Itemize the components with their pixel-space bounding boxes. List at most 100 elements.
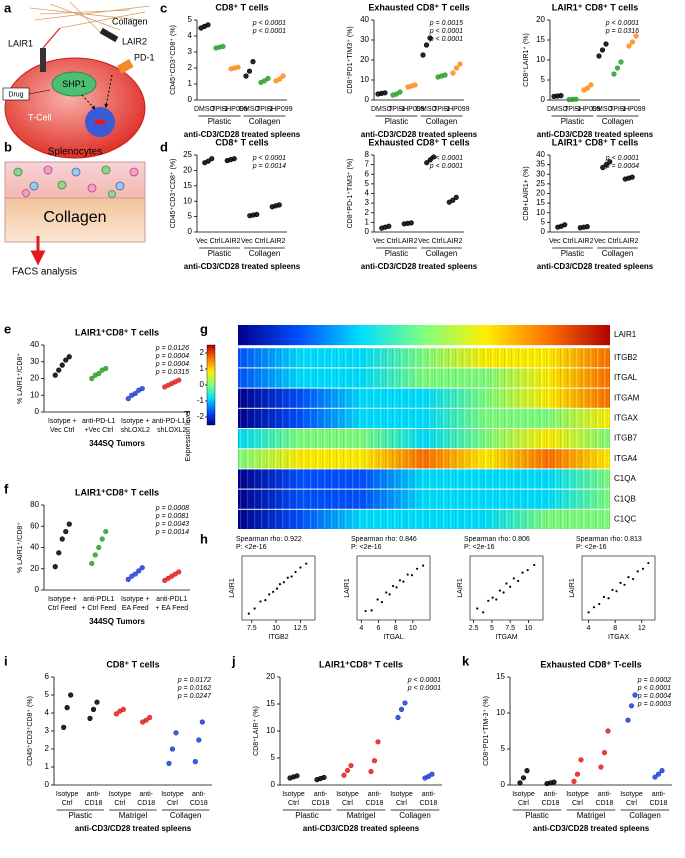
x-tick-label: LAIR2: [221, 238, 241, 245]
x-axis-label: anti-CD3/CD28 treated spleens: [537, 262, 654, 271]
data-point: [395, 714, 401, 721]
data-point: [368, 768, 374, 775]
data-point: [592, 606, 596, 609]
x-tick-label: Isotype: [282, 791, 305, 798]
x-tick-label: anti-: [368, 791, 382, 798]
chart: LAIR1⁺ CD8⁺ T cells 0 5 10 15 20 CD8⁺LAIR1⁺ (%…: [523, 2, 654, 139]
y-tick-label: 30: [536, 169, 545, 178]
annotation: P: <2e-16: [351, 544, 382, 551]
data-point: [66, 354, 72, 360]
y-tick-label: 20: [266, 672, 275, 681]
x-axis-label: anti-CD3/CD28 treated spleens: [361, 262, 478, 271]
chart: d CD8⁺ T cells 0 5 10 15 20 25 CD45⁺CD3⁺CD8⁺ (%)…: [160, 137, 301, 271]
x-tick-label: TPI-1: [564, 106, 581, 113]
x-tick-label: CD18: [85, 800, 103, 807]
data-point: [136, 568, 142, 574]
data-point: [573, 96, 579, 102]
x-tick-label: CD18: [596, 800, 614, 807]
data-point: [321, 774, 327, 781]
data-point: [89, 560, 95, 567]
colorbar-tick-label: 1: [200, 364, 205, 373]
data-point: [629, 39, 636, 45]
p-value: p < 0.0001: [429, 155, 463, 162]
x-tick-label: shLOXL2: [157, 427, 186, 434]
x-tick-label: anti-: [652, 791, 666, 798]
p-value: p < 0.0001: [407, 677, 441, 684]
x-axis-label: 344SQ Tumors: [89, 617, 145, 626]
data-point: [243, 73, 249, 79]
label: Drug: [8, 91, 23, 98]
row-label: ITGB2: [614, 353, 638, 362]
data-point: [132, 571, 138, 577]
group-label: Collagen: [602, 117, 634, 126]
data-point: [558, 92, 564, 99]
data-point: [147, 714, 153, 721]
y-tick-label: 15: [266, 699, 275, 708]
data-point: [56, 367, 62, 373]
diagram-b: b Splenocytes Collagen FACS analysis: [4, 139, 146, 278]
x-tick-label: 10: [409, 625, 417, 632]
p-value: p < 0.0001: [429, 36, 463, 43]
x-tick-label: DMSO: [547, 106, 569, 113]
data-point: [476, 607, 479, 610]
y-tick-label: 10: [536, 55, 545, 64]
y-tick-label: 30: [360, 35, 369, 44]
y-tick-label: 1: [45, 762, 50, 771]
data-point: [99, 536, 105, 542]
panel-letter: c: [160, 0, 167, 15]
data-point: [272, 590, 275, 593]
data-point: [598, 764, 604, 770]
group-label: Collagen: [399, 811, 431, 820]
heatmap-row: [238, 325, 610, 346]
data-point: [199, 719, 205, 725]
data-point: [551, 779, 557, 785]
data-point: [299, 566, 302, 569]
row-label: ITGA4: [614, 454, 638, 463]
plot-frame: [241, 555, 316, 621]
y-tick-label: 20: [183, 166, 192, 175]
x-tick-label: TPI-1: [609, 106, 626, 113]
x-tick-label: 8: [613, 625, 617, 632]
row-label: C1QC: [614, 515, 636, 524]
data-point: [63, 528, 69, 535]
panel-letter: g: [200, 321, 208, 336]
x-tick-label: SHP099: [221, 106, 247, 113]
x-tick-label: TPI-1: [211, 106, 228, 113]
heatmap-texture: [238, 368, 610, 388]
data-point: [253, 607, 256, 610]
p-value: p < 0.0001: [605, 155, 639, 162]
data-point: [61, 724, 67, 731]
x-tick-label: CD18: [190, 800, 208, 807]
y-tick-label: 5: [541, 75, 546, 84]
y-tick-label: 5: [45, 690, 50, 699]
p-value: p < 0.0001: [252, 20, 286, 27]
data-point: [607, 597, 610, 600]
data-point: [276, 202, 282, 208]
data-point: [633, 33, 639, 39]
chart-title: LAIR1⁺ CD8⁺ T cells: [552, 137, 639, 147]
x-tick-label: anti-PDL1: [156, 596, 187, 603]
y-axis-label: CD8⁺PD1⁺TIM-3⁺ (%): [483, 696, 490, 766]
data-point: [423, 42, 430, 48]
data-point: [632, 577, 635, 581]
data-point: [139, 385, 145, 392]
data-point: [505, 582, 508, 585]
x-tick-label: 6: [377, 625, 381, 632]
panel-letter: i: [4, 653, 8, 668]
x-tick-label: anti-: [598, 791, 612, 798]
chart: Exhausted CD8⁺ T cells 0 10 20 30 40 CD8⁺PD1⁺T…: [347, 2, 478, 139]
x-tick-label: Ctrl: [114, 800, 125, 807]
x-tick-label: 4: [359, 625, 363, 632]
label: Collagen: [112, 16, 148, 26]
row-label: ITGAM: [614, 393, 640, 402]
data-point: [397, 89, 403, 95]
data-point: [341, 772, 347, 778]
y-tick-label: 4: [365, 189, 370, 198]
plot-frame: [581, 555, 656, 621]
data-point: [103, 365, 109, 372]
y-tick-label: 2: [365, 208, 370, 217]
data-point: [375, 739, 381, 745]
chart-title: LAIR1⁺CD8⁺ T cells: [75, 327, 159, 337]
data-point: [89, 375, 95, 382]
